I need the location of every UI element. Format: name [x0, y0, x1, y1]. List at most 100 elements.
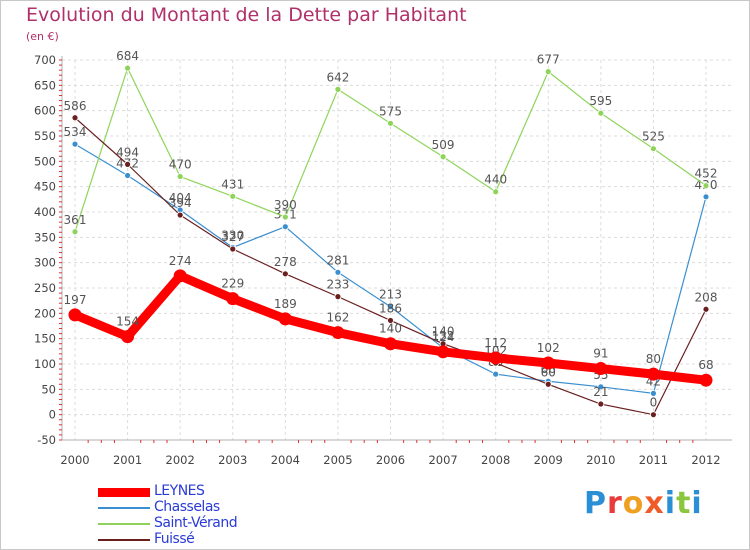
data-point	[541, 356, 555, 370]
data-label: 154	[116, 315, 139, 329]
data-point	[71, 114, 79, 122]
data-point	[334, 268, 342, 276]
legend-swatch	[98, 487, 150, 497]
data-label: 233	[326, 278, 349, 292]
data-label: 525	[642, 130, 665, 144]
x-tick-label: 2006	[376, 453, 405, 467]
data-point	[384, 337, 397, 351]
y-tick-label: 250	[34, 281, 56, 295]
data-label: 102	[537, 341, 560, 355]
data-point	[334, 85, 342, 93]
data-label: 140	[432, 325, 455, 339]
data-point	[544, 380, 552, 388]
x-tick-label: 2005	[323, 453, 352, 467]
logo-letter: i	[664, 486, 677, 521]
data-label: 0	[650, 396, 658, 410]
data-label: 575	[379, 104, 402, 118]
data-label: 361	[64, 213, 87, 227]
data-point	[71, 228, 79, 236]
data-point	[594, 362, 608, 376]
data-label: 140	[379, 322, 402, 336]
data-point	[597, 109, 605, 117]
y-tick-label: 650	[34, 78, 56, 92]
y-tick-label: 600	[34, 104, 56, 118]
y-tick-label: 700	[34, 53, 56, 67]
x-tick-label: 2012	[691, 453, 720, 467]
y-tick-label: 350	[34, 230, 56, 244]
data-label: 534	[64, 125, 87, 139]
y-tick-label: 300	[34, 256, 56, 270]
data-point	[229, 245, 237, 253]
x-tick-label: 2008	[481, 453, 510, 467]
data-point	[331, 326, 345, 340]
data-label: 440	[484, 173, 507, 187]
data-label: 470	[169, 158, 192, 172]
x-tick-label: 2004	[271, 453, 300, 467]
data-label: 431	[221, 177, 244, 191]
data-point	[702, 193, 710, 201]
data-point	[387, 317, 394, 324]
y-tick-label: -50	[37, 433, 56, 447]
x-tick-label: 2001	[113, 453, 142, 467]
data-label: 327	[221, 230, 244, 244]
data-label: 189	[274, 297, 297, 311]
data-point	[281, 223, 289, 231]
data-label: 595	[589, 94, 612, 108]
x-tick-label: 2009	[534, 453, 563, 467]
y-tick-label: 550	[34, 129, 56, 143]
data-label: 229	[221, 277, 244, 291]
proxiti-logo: Proxiti	[584, 486, 703, 521]
data-label: 68	[698, 358, 713, 372]
data-point	[489, 351, 503, 365]
data-point	[124, 160, 131, 168]
logo-letter: i	[691, 486, 703, 521]
y-tick-label: 0	[49, 408, 56, 422]
data-point	[278, 312, 292, 326]
data-point	[68, 308, 82, 322]
data-point	[124, 172, 131, 179]
data-point	[176, 173, 184, 180]
data-point	[71, 140, 79, 148]
data-label: 494	[116, 145, 139, 159]
data-point	[124, 64, 131, 72]
data-point	[650, 145, 657, 153]
legend-label: Saint-Vérand	[154, 515, 238, 531]
data-point	[387, 303, 394, 311]
y-tick-label: 150	[34, 332, 56, 346]
data-label: 112	[484, 336, 507, 350]
x-tick-label: 2007	[428, 453, 457, 467]
data-label: 281	[326, 253, 349, 267]
data-label: 452	[695, 167, 718, 181]
data-point	[387, 119, 394, 127]
data-point	[650, 411, 657, 419]
data-point	[597, 383, 605, 391]
data-label: 21	[593, 385, 608, 399]
data-label: 278	[274, 255, 297, 269]
legend-swatch	[98, 507, 150, 509]
x-tick-label: 2011	[639, 453, 668, 467]
data-label: 390	[274, 198, 297, 212]
data-label: 684	[116, 49, 139, 63]
x-tick-label: 2000	[60, 453, 89, 467]
data-label: 162	[326, 311, 349, 325]
data-label: 197	[64, 293, 87, 307]
data-point	[650, 389, 657, 397]
data-point	[544, 68, 552, 76]
data-point	[492, 370, 500, 378]
data-label: 404	[169, 191, 192, 205]
data-point	[702, 305, 710, 313]
data-label: 677	[537, 53, 560, 67]
data-point	[699, 373, 713, 387]
data-point	[646, 367, 660, 381]
y-tick-label: 50	[41, 382, 56, 396]
legend-swatch	[98, 539, 150, 541]
chart-title: Evolution du Montant de la Dette par Hab…	[26, 4, 467, 26]
line-chart: -500501001502002503003504004505005506006…	[34, 49, 732, 467]
data-point	[436, 345, 450, 359]
data-point	[334, 293, 342, 301]
x-tick-label: 2010	[586, 453, 615, 467]
data-label: 642	[326, 70, 349, 84]
chart-subtitle: (en €)	[26, 30, 59, 43]
data-label: 186	[379, 301, 402, 315]
